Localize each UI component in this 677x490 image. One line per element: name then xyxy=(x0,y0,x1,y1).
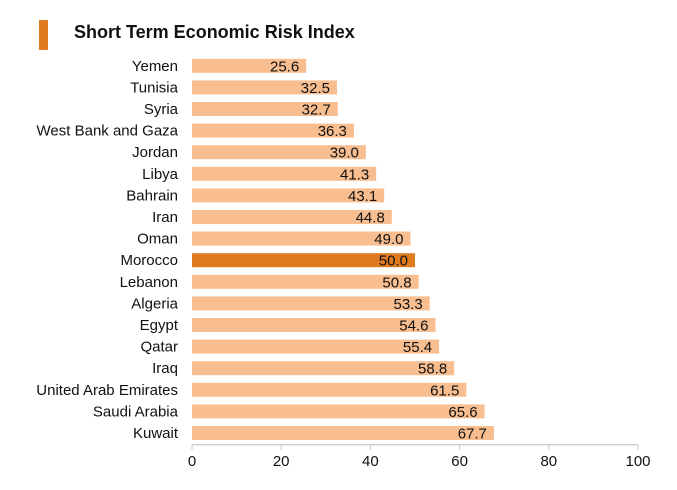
bar-jordan xyxy=(192,145,366,160)
value-label: 50.0 xyxy=(379,253,408,270)
value-label: 61.5 xyxy=(430,382,459,399)
bar-saudi-arabia xyxy=(192,404,485,419)
bar-syria xyxy=(192,102,338,116)
value-label: 41.3 xyxy=(340,166,369,183)
category-label: Morocco xyxy=(120,252,178,269)
bar-bahrain xyxy=(192,188,385,203)
value-label: 43.1 xyxy=(348,188,377,205)
category-label: Jordan xyxy=(132,144,178,161)
category-label: Tunisia xyxy=(130,79,178,96)
value-label: 58.8 xyxy=(418,361,447,378)
bar-algeria xyxy=(192,296,430,311)
x-tick-label: 60 xyxy=(451,453,468,470)
bar-lebanon xyxy=(192,274,419,289)
bar-egypt xyxy=(192,318,436,332)
category-label: Libya xyxy=(142,166,179,183)
value-label: 55.4 xyxy=(403,339,432,356)
category-label: United Arab Emirates xyxy=(36,382,178,399)
value-label: 65.6 xyxy=(448,404,477,421)
value-label: 25.6 xyxy=(270,58,299,75)
category-label: Algeria xyxy=(131,295,178,312)
value-label: 50.8 xyxy=(382,274,411,291)
value-label: 39.0 xyxy=(330,145,359,162)
category-label: Egypt xyxy=(140,317,179,334)
bar-morocco xyxy=(192,253,415,268)
value-label: 32.5 xyxy=(301,80,330,97)
bar-libya xyxy=(192,166,377,181)
value-label: 67.7 xyxy=(458,426,487,443)
value-label: 44.8 xyxy=(356,210,385,227)
category-label: Iraq xyxy=(152,360,178,377)
bar-united-arab-emirates xyxy=(192,382,467,397)
x-tick-label: 80 xyxy=(540,453,557,470)
value-label: 53.3 xyxy=(393,296,422,313)
category-label: Kuwait xyxy=(133,425,179,442)
bar-oman xyxy=(192,231,411,246)
x-tick-label: 40 xyxy=(362,453,379,470)
category-label: Syria xyxy=(144,101,179,118)
value-label: 36.3 xyxy=(318,123,347,140)
category-label: Yemen xyxy=(132,58,178,75)
bar-iran xyxy=(192,210,392,224)
category-label: Oman xyxy=(137,231,178,248)
bar-kuwait xyxy=(192,426,494,440)
bar-qatar xyxy=(192,339,440,354)
title-accent-bar xyxy=(39,20,48,50)
bar-yemen xyxy=(192,58,307,73)
chart-title: Short Term Economic Risk Index xyxy=(74,22,355,42)
category-label: Saudi Arabia xyxy=(93,403,179,420)
value-label: 54.6 xyxy=(399,318,428,335)
value-label: 49.0 xyxy=(374,231,403,248)
category-label: Iran xyxy=(152,209,178,226)
category-label: Lebanon xyxy=(120,274,178,291)
bar-iraq xyxy=(192,361,455,376)
x-tick-label: 100 xyxy=(625,453,650,470)
category-label: Qatar xyxy=(140,339,178,356)
x-tick-label: 20 xyxy=(273,453,290,470)
category-label: West Bank and Gaza xyxy=(37,123,179,140)
bar-west-bank-and-gaza xyxy=(192,123,354,138)
category-label: Bahrain xyxy=(126,187,178,204)
value-label: 32.7 xyxy=(302,102,331,119)
bar-tunisia xyxy=(192,80,337,95)
x-tick-label: 0 xyxy=(188,453,196,470)
